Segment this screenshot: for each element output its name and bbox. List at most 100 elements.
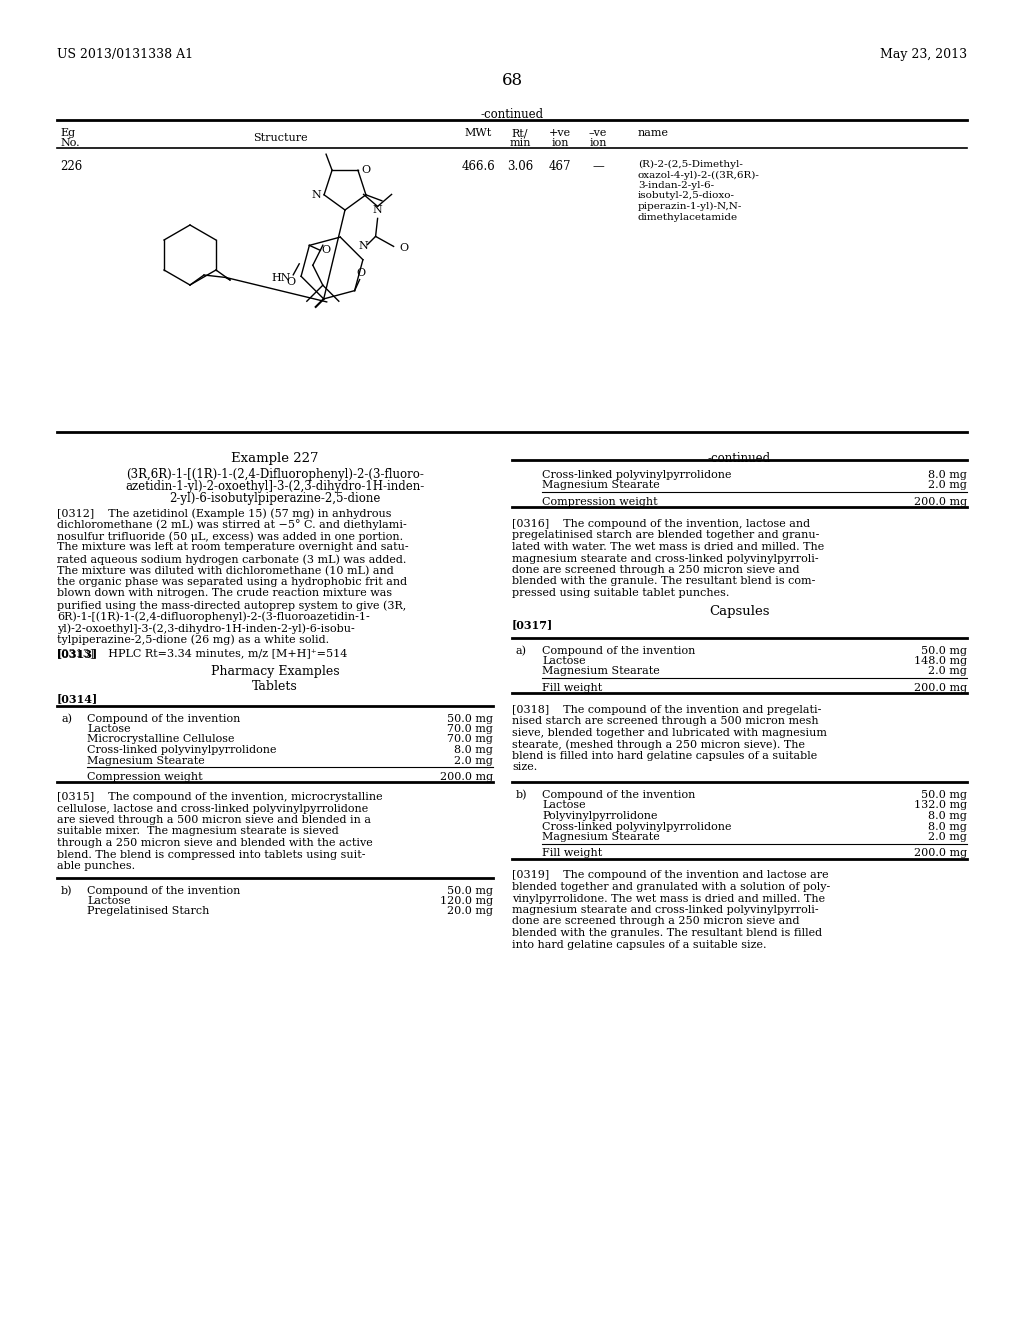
Text: 50.0 mg: 50.0 mg <box>921 645 967 656</box>
Text: Polyvinylpyrrolidone: Polyvinylpyrrolidone <box>542 810 657 821</box>
Text: 200.0 mg: 200.0 mg <box>440 772 493 781</box>
Text: May 23, 2013: May 23, 2013 <box>880 48 967 61</box>
Text: +ve: +ve <box>549 128 571 139</box>
Text: O: O <box>361 165 371 176</box>
Text: 467: 467 <box>549 160 571 173</box>
Text: O: O <box>287 277 296 286</box>
Text: Pharmacy Examples: Pharmacy Examples <box>211 665 339 678</box>
Text: Magnesium Stearate: Magnesium Stearate <box>542 480 659 491</box>
Text: –ve: –ve <box>589 128 607 139</box>
Text: -continued: -continued <box>708 451 771 465</box>
Text: Pregelatinised Starch: Pregelatinised Starch <box>87 907 209 916</box>
Text: 3-indan-2-yl-6-: 3-indan-2-yl-6- <box>638 181 714 190</box>
Text: Compression weight: Compression weight <box>542 498 657 507</box>
Text: name: name <box>638 128 669 139</box>
Text: 68: 68 <box>502 73 522 88</box>
Text: Capsules: Capsules <box>709 606 769 619</box>
Text: dichloromethane (2 mL) was stirred at −5° C. and diethylami-: dichloromethane (2 mL) was stirred at −5… <box>57 520 407 531</box>
Text: 8.0 mg: 8.0 mg <box>454 744 493 755</box>
Text: Magnesium Stearate: Magnesium Stearate <box>87 755 205 766</box>
Text: 2.0 mg: 2.0 mg <box>454 755 493 766</box>
Text: done are screened through a 250 micron sieve and: done are screened through a 250 micron s… <box>512 565 800 576</box>
Text: sieve, blended together and lubricated with magnesium: sieve, blended together and lubricated w… <box>512 729 827 738</box>
Text: 200.0 mg: 200.0 mg <box>913 498 967 507</box>
Text: N: N <box>358 242 369 251</box>
Text: cellulose, lactose and cross-linked polyvinylpyrrolidone: cellulose, lactose and cross-linked poly… <box>57 804 369 813</box>
Text: [0317]: [0317] <box>512 619 553 631</box>
Text: US 2013/0131338 A1: US 2013/0131338 A1 <box>57 48 194 61</box>
Text: 8.0 mg: 8.0 mg <box>928 821 967 832</box>
Text: magnesium stearate and cross-linked polyvinylpyrroli-: magnesium stearate and cross-linked poly… <box>512 906 818 915</box>
Text: purified using the mass-directed autoprep system to give (3R,: purified using the mass-directed autopre… <box>57 601 407 611</box>
Text: pressed using suitable tablet punches.: pressed using suitable tablet punches. <box>512 587 729 598</box>
Text: vinylpyrrolidone. The wet mass is dried and milled. The: vinylpyrrolidone. The wet mass is dried … <box>512 894 825 903</box>
Text: min: min <box>509 139 530 148</box>
Text: [0314]: [0314] <box>57 693 98 705</box>
Text: Lactose: Lactose <box>87 723 131 734</box>
Text: Structure: Structure <box>253 133 307 143</box>
Text: [0319]    The compound of the invention and lactose are: [0319] The compound of the invention and… <box>512 870 828 880</box>
Text: —: — <box>592 160 604 173</box>
Text: dimethylacetamide: dimethylacetamide <box>638 213 738 222</box>
Text: 6R)-1-[(1R)-1-(2,4-difluorophenyl)-2-(3-fluoroazetidin-1-: 6R)-1-[(1R)-1-(2,4-difluorophenyl)-2-(3-… <box>57 611 370 622</box>
Text: O: O <box>322 246 331 255</box>
Text: blend. The blend is compressed into tablets using suit-: blend. The blend is compressed into tabl… <box>57 850 366 859</box>
Text: 226: 226 <box>60 160 82 173</box>
Text: Compound of the invention: Compound of the invention <box>542 645 695 656</box>
Text: lated with water. The wet mass is dried and milled. The: lated with water. The wet mass is dried … <box>512 543 824 552</box>
Text: 20.0 mg: 20.0 mg <box>447 907 493 916</box>
Text: Magnesium Stearate: Magnesium Stearate <box>542 832 659 842</box>
Text: rated aqueous sodium hydrogen carbonate (3 mL) was added.: rated aqueous sodium hydrogen carbonate … <box>57 554 407 565</box>
Text: done are screened through a 250 micron sieve and: done are screened through a 250 micron s… <box>512 916 800 927</box>
Text: 2.0 mg: 2.0 mg <box>928 667 967 676</box>
Text: blended together and granulated with a solution of poly-: blended together and granulated with a s… <box>512 882 830 892</box>
Text: Lactose: Lactose <box>87 896 131 906</box>
Text: (3R,6R)-1-[(1R)-1-(2,4-Difluorophenyl)-2-(3-fluoro-: (3R,6R)-1-[(1R)-1-(2,4-Difluorophenyl)-2… <box>126 469 424 480</box>
Text: Compression weight: Compression weight <box>87 772 203 781</box>
Text: a): a) <box>516 645 527 656</box>
Text: O: O <box>356 268 366 277</box>
Text: nised starch are screened through a 500 micron mesh: nised starch are screened through a 500 … <box>512 717 818 726</box>
Text: nosulfur trifluoride (50 μL, excess) was added in one portion.: nosulfur trifluoride (50 μL, excess) was… <box>57 531 403 541</box>
Text: 466.6: 466.6 <box>461 160 495 173</box>
Text: -continued: -continued <box>480 108 544 121</box>
Text: blended with the granule. The resultant blend is com-: blended with the granule. The resultant … <box>512 577 815 586</box>
Text: N: N <box>373 206 383 215</box>
Text: Compound of the invention: Compound of the invention <box>87 714 241 723</box>
Text: (R)-2-(2,5-Dimethyl-: (R)-2-(2,5-Dimethyl- <box>638 160 742 169</box>
Text: 132.0 mg: 132.0 mg <box>913 800 967 810</box>
Text: blend is filled into hard gelatine capsules of a suitable: blend is filled into hard gelatine capsu… <box>512 751 817 762</box>
Text: Rt/: Rt/ <box>512 128 528 139</box>
Text: [0315]    The compound of the invention, microcrystalline: [0315] The compound of the invention, mi… <box>57 792 383 803</box>
Text: Magnesium Stearate: Magnesium Stearate <box>542 667 659 676</box>
Text: magnesium stearate and cross-linked polyvinylpyrroli-: magnesium stearate and cross-linked poly… <box>512 553 818 564</box>
Text: 2.0 mg: 2.0 mg <box>928 480 967 491</box>
Text: Cross-linked polyvinylpyrrolidone: Cross-linked polyvinylpyrrolidone <box>542 821 731 832</box>
Text: 70.0 mg: 70.0 mg <box>447 723 493 734</box>
Text: yl)-2-oxoethyl]-3-(2,3-dihydro-1H-inden-2-yl)-6-isobu-: yl)-2-oxoethyl]-3-(2,3-dihydro-1H-inden-… <box>57 623 354 634</box>
Text: 50.0 mg: 50.0 mg <box>447 714 493 723</box>
Text: are sieved through a 500 micron sieve and blended in a: are sieved through a 500 micron sieve an… <box>57 814 371 825</box>
Text: N: N <box>311 190 321 199</box>
Text: ion: ion <box>551 139 568 148</box>
Text: [0313]    HPLC Rt=3.34 minutes, m/z [M+H]⁺=514: [0313] HPLC Rt=3.34 minutes, m/z [M+H]⁺=… <box>57 648 347 657</box>
Text: 50.0 mg: 50.0 mg <box>447 886 493 895</box>
Text: pregelatinised starch are blended together and granu-: pregelatinised starch are blended togeth… <box>512 531 819 540</box>
Text: 2-yl)-6-isobutylpiperazine-2,5-dione: 2-yl)-6-isobutylpiperazine-2,5-dione <box>169 492 381 506</box>
Text: Cross-linked polyvinylpyrrolidone: Cross-linked polyvinylpyrrolidone <box>542 470 731 480</box>
Text: The mixture was diluted with dichloromethane (10 mL) and: The mixture was diluted with dichloromet… <box>57 565 394 576</box>
Text: suitable mixer.  The magnesium stearate is sieved: suitable mixer. The magnesium stearate i… <box>57 826 339 837</box>
Text: into hard gelatine capsules of a suitable size.: into hard gelatine capsules of a suitabl… <box>512 940 767 949</box>
Text: Fill weight: Fill weight <box>542 849 602 858</box>
Text: azetidin-1-yl)-2-oxoethyl]-3-(2,3-dihydro-1H-inden-: azetidin-1-yl)-2-oxoethyl]-3-(2,3-dihydr… <box>125 480 425 492</box>
Text: The mixture was left at room temperature overnight and satu-: The mixture was left at room temperature… <box>57 543 409 553</box>
Text: blown down with nitrogen. The crude reaction mixture was: blown down with nitrogen. The crude reac… <box>57 589 392 598</box>
Text: Compound of the invention: Compound of the invention <box>87 886 241 895</box>
Text: oxazol-4-yl)-2-((3R,6R)-: oxazol-4-yl)-2-((3R,6R)- <box>638 170 760 180</box>
Text: 70.0 mg: 70.0 mg <box>447 734 493 744</box>
Text: 120.0 mg: 120.0 mg <box>440 896 493 906</box>
Text: Cross-linked polyvinylpyrrolidone: Cross-linked polyvinylpyrrolidone <box>87 744 276 755</box>
Text: Eg: Eg <box>60 128 75 139</box>
Text: stearate, (meshed through a 250 micron sieve). The: stearate, (meshed through a 250 micron s… <box>512 739 805 750</box>
Text: HN: HN <box>271 273 291 284</box>
